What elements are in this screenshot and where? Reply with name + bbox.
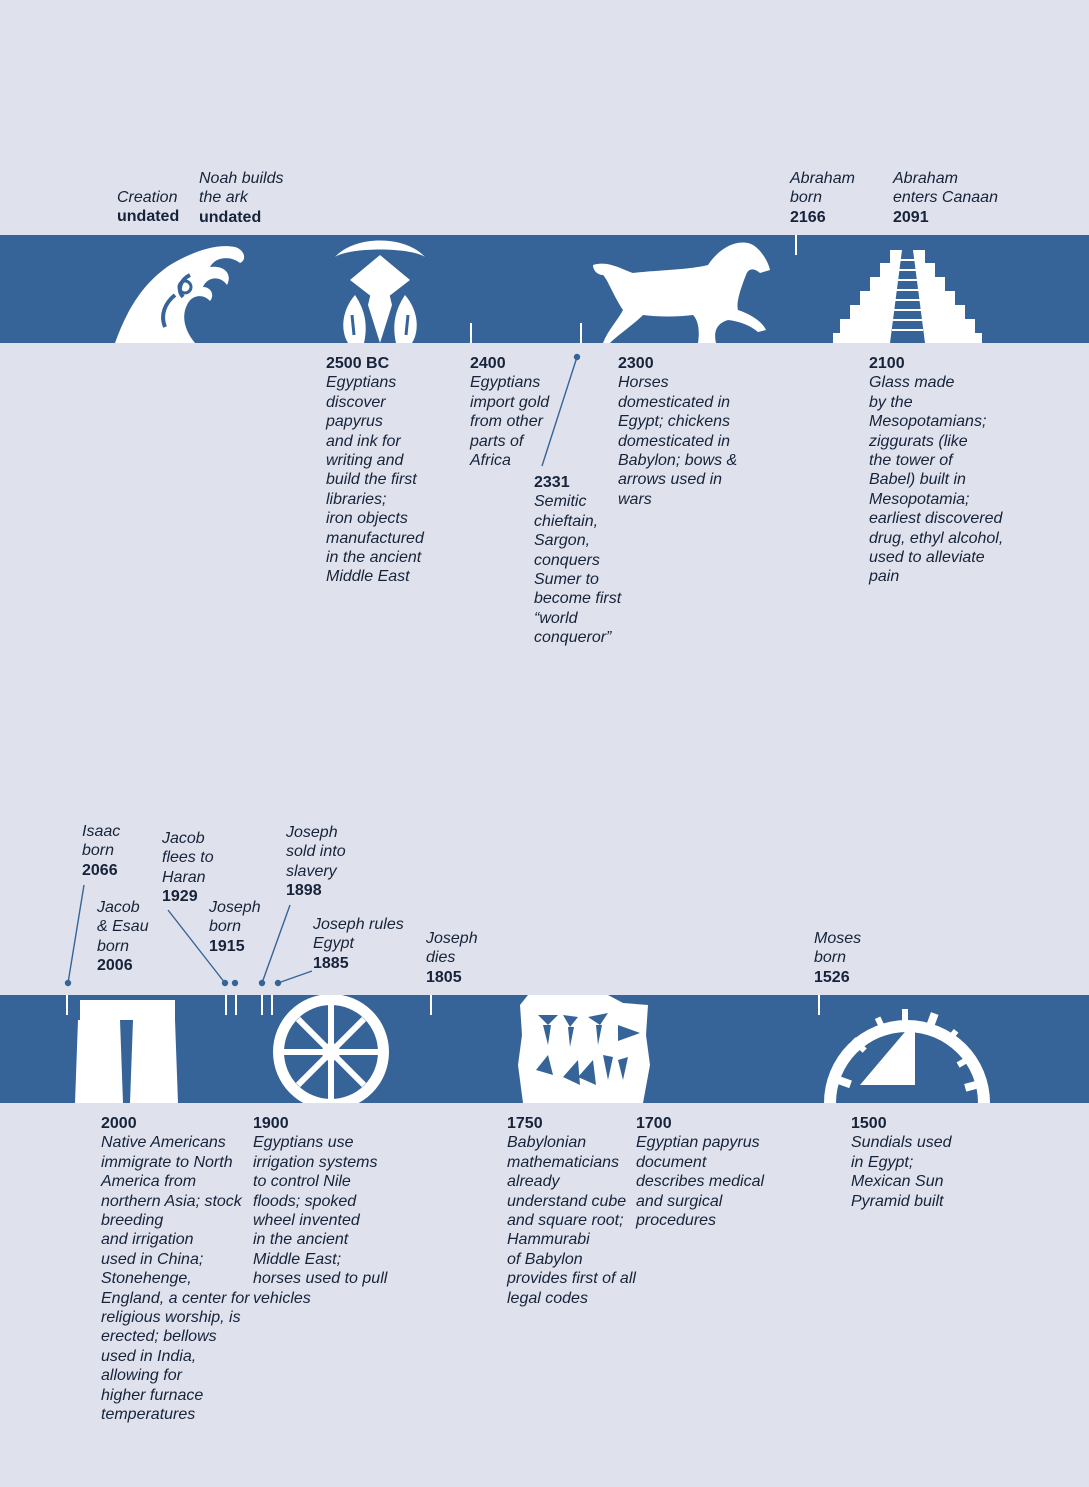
event-text: Jacob & Esau born xyxy=(97,899,149,955)
event-year: 2331 xyxy=(534,474,570,491)
cuneiform-tablet-icon xyxy=(518,995,650,1103)
event-joseph-sold: Joseph sold into slavery 1898 xyxy=(286,823,346,901)
papyrus-plant-icon xyxy=(335,240,425,343)
event-year: 1900 xyxy=(253,1115,289,1132)
event-year: 2006 xyxy=(97,957,133,975)
event-abraham-born: Abraham born 2166 xyxy=(790,169,855,227)
event-text: Babylonian mathematicians already understan… xyxy=(507,1134,636,1307)
tick-1929 xyxy=(225,995,227,1015)
event-2400: 2400 Egyptians import gold from other parts… xyxy=(470,354,549,470)
event-year: 2400 xyxy=(470,355,506,372)
event-year: 1915 xyxy=(209,937,245,955)
event-joseph-born: Joseph born 1915 xyxy=(209,898,261,956)
event-text: Egyptians import gold from other parts of Af… xyxy=(470,374,550,470)
tick-2166 xyxy=(795,235,797,255)
event-year: 1700 xyxy=(636,1115,672,1132)
event-year: undated xyxy=(199,208,262,226)
event-2300: 2300 Horses domesticated in Egypt; chicken… xyxy=(618,354,737,509)
event-text: Egyptians use irrigation systems to contro… xyxy=(253,1134,388,1307)
event-text: Moses born xyxy=(814,930,862,967)
event-1700: 1700 Egyptian papyrus document describes m… xyxy=(636,1114,764,1230)
tick-2331 xyxy=(580,323,582,343)
event-text: Sundials used in Egypt; Mexican Sun Pyramid… xyxy=(851,1134,952,1210)
event-moses-born: Moses born 1526 xyxy=(814,929,861,987)
tick-2066 xyxy=(66,995,68,1015)
event-year: 1929 xyxy=(162,888,198,906)
tick-1915 xyxy=(235,995,237,1015)
event-text: Joseph dies xyxy=(426,930,478,967)
event-text: Isaac born xyxy=(82,823,121,860)
event-text: Noah builds the ark xyxy=(199,170,284,207)
event-joseph-dies: Joseph dies 1805 xyxy=(426,929,478,987)
event-text: Creation xyxy=(117,189,178,206)
event-text: Joseph rules Egypt xyxy=(313,916,404,953)
event-isaac-born: Isaac born 2066 xyxy=(82,822,120,880)
event-text: Egyptian papyrus document describes medica… xyxy=(636,1134,765,1230)
tick-1885 xyxy=(271,995,273,1015)
event-2000: 2000 Native Americans immigrate to North A… xyxy=(101,1114,250,1425)
event-year: 1500 xyxy=(851,1115,887,1132)
event-year: 1885 xyxy=(313,954,349,972)
tick-1898 xyxy=(261,995,263,1015)
event-year: 2166 xyxy=(790,208,826,226)
event-2331: 2331 Semitic chieftain, Sargon, conquers Sum… xyxy=(534,473,621,648)
sundial-icon xyxy=(824,1009,990,1103)
spoked-wheel-icon xyxy=(273,995,389,1103)
event-text: Abraham born xyxy=(790,170,855,207)
event-text: Semitic chieftain, Sargon, conquers Sumer to… xyxy=(534,493,622,647)
event-text: Joseph born xyxy=(209,899,261,936)
event-year: 1526 xyxy=(814,968,850,986)
tick-2400 xyxy=(470,323,472,343)
event-creation: Creation undated xyxy=(117,188,179,227)
event-1500: 1500 Sundials used in Egypt; Mexican Sun Py… xyxy=(851,1114,952,1211)
event-text: Egyptians discover papyrus and ink for writi… xyxy=(326,374,424,586)
event-year: 2066 xyxy=(82,861,118,879)
event-year: 1898 xyxy=(286,882,322,900)
event-text: Jacob flees to Haran xyxy=(162,830,214,886)
event-year: 1805 xyxy=(426,968,462,986)
event-joseph-rules: Joseph rules Egypt 1885 xyxy=(313,915,404,973)
event-2100: 2100 Glass made by the Mesopotamians; ziggu… xyxy=(869,354,1003,587)
event-year: 2000 xyxy=(101,1115,137,1132)
event-year: 2500 BC xyxy=(326,355,390,372)
event-noah-ark: Noah builds the ark undated xyxy=(199,169,284,227)
event-text: Joseph sold into slavery xyxy=(286,824,346,880)
tick-1805 xyxy=(430,995,432,1015)
event-year: 1750 xyxy=(507,1115,543,1132)
event-2500bc: 2500 BC Egyptians discover papyrus and ink … xyxy=(326,354,424,587)
ziggurat-icon xyxy=(833,250,982,343)
event-1900: 1900 Egyptians use irrigation systems to c… xyxy=(253,1114,387,1308)
event-abraham-canaan: Abraham enters Canaan 2091 xyxy=(893,169,998,227)
event-jacob-flees: Jacob flees to Haran 1929 xyxy=(162,829,214,907)
event-text: Abraham enters Canaan xyxy=(893,170,998,207)
event-text: Horses domesticated in Egypt; chickens dome… xyxy=(618,374,738,508)
stonehenge-icon xyxy=(75,1000,178,1103)
event-jacob-esau-born: Jacob & Esau born 2006 xyxy=(97,898,149,976)
event-text: Native Americans immigrate to North Americ… xyxy=(101,1134,250,1424)
event-1750: 1750 Babylonian mathematicians already unde… xyxy=(507,1114,636,1308)
event-text: Glass made by the Mesopotamians; ziggurats … xyxy=(869,374,1004,586)
wave-icon xyxy=(115,246,245,343)
event-year: undated xyxy=(117,208,180,226)
tick-1526 xyxy=(818,995,820,1015)
event-year: 2091 xyxy=(893,208,929,226)
event-year: 2300 xyxy=(618,355,654,372)
horse-icon xyxy=(593,242,770,343)
event-year: 2100 xyxy=(869,355,905,372)
